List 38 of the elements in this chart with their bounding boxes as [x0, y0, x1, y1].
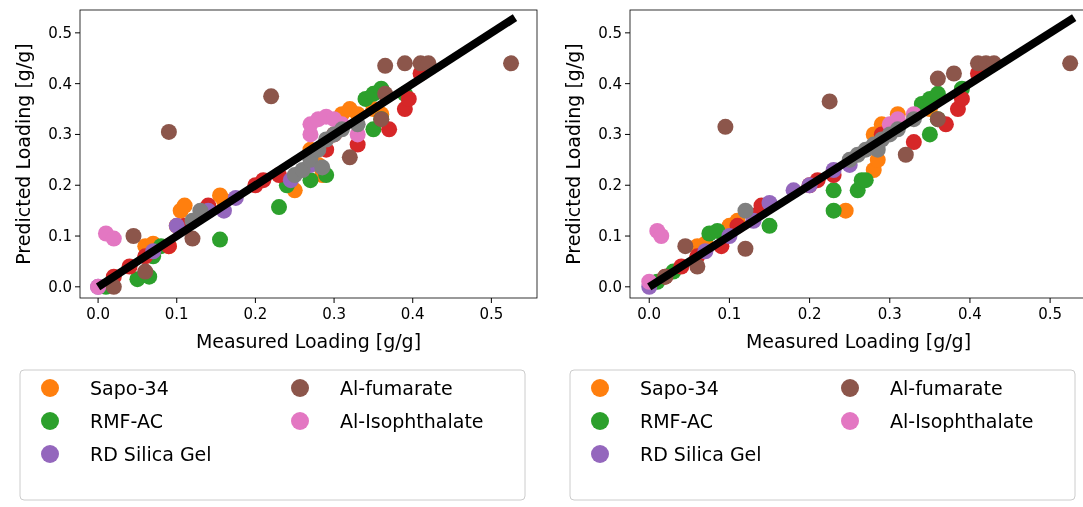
legend-label: Al-fumarate [890, 377, 1003, 399]
legend-label: RMF-AC [90, 410, 163, 432]
x-tick-label: 0.2 [243, 305, 268, 323]
y-tick-label: 0.4 [48, 74, 72, 93]
y-tick-label: 0.2 [48, 176, 72, 195]
legend-label: Sapo-34 [90, 377, 169, 399]
x-tick-label: 0.4 [958, 305, 982, 323]
x-tick-label: 0.0 [637, 305, 662, 323]
y-tick-label: 0.1 [48, 227, 72, 246]
x-tick-label: 0.3 [322, 305, 346, 323]
legend-label: Al-Isophthalate [890, 410, 1034, 432]
legend-label: Sapo-34 [640, 377, 719, 399]
x-tick-label: 0.1 [164, 305, 189, 323]
x-tick-label: 0.5 [1038, 305, 1063, 323]
x-axis-title: Measured Loading [g/g] [195, 330, 422, 352]
y-tick-label: 0.3 [48, 125, 72, 144]
legend-label: RD Silica Gel [90, 443, 212, 465]
legend-label: RMF-AC [640, 410, 713, 432]
y-tick-label: 0.2 [598, 176, 622, 195]
legend-label: RD Silica Gel [640, 443, 762, 465]
x-axis-title: Measured Loading [g/g] [745, 330, 972, 352]
legend-label: Al-fumarate [340, 377, 453, 399]
y-tick-label: 0.0 [48, 277, 72, 296]
x-tick-label: 0.2 [797, 305, 822, 323]
y-axis-title: Predicted Loading [g/g] [12, 43, 34, 265]
legend-label: Al-Isophthalate [340, 410, 484, 432]
x-tick-label: 0.0 [86, 305, 111, 323]
y-tick-label: 0.5 [48, 23, 72, 42]
x-tick-label: 0.1 [717, 305, 742, 323]
y-tick-label: 0.3 [598, 125, 622, 144]
y-tick-label: 0.5 [598, 23, 622, 42]
y-axis-title: Predicted Loading [g/g] [562, 43, 584, 265]
x-tick-label: 0.5 [479, 305, 504, 323]
x-tick-label: 0.3 [877, 305, 902, 323]
y-tick-label: 0.4 [598, 74, 622, 93]
y-tick-label: 0.1 [598, 227, 622, 246]
x-tick-label: 0.4 [400, 305, 425, 323]
y-tick-label: 0.0 [598, 277, 622, 296]
